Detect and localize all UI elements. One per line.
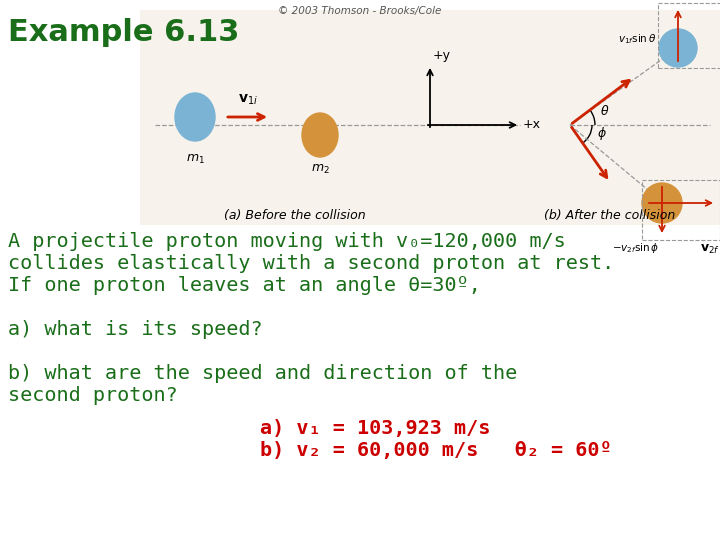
Text: $\theta$: $\theta$ [600,104,609,118]
Text: +y: +y [433,49,451,62]
Text: second proton?: second proton? [8,386,178,405]
Text: Example 6.13: Example 6.13 [8,18,239,47]
Text: $\mathbf{v}_{2f}$: $\mathbf{v}_{2f}$ [700,243,720,256]
Text: $v_{1f}\sin\theta$: $v_{1f}\sin\theta$ [618,32,656,46]
Text: +x: +x [523,118,541,132]
Text: $-v_{2f}\sin\phi$: $-v_{2f}\sin\phi$ [611,241,659,255]
Text: $\phi$: $\phi$ [597,125,607,142]
Text: b) what are the speed and direction of the: b) what are the speed and direction of t… [8,364,517,383]
Ellipse shape [659,29,697,67]
Text: © 2003 Thomson - Brooks/Cole: © 2003 Thomson - Brooks/Cole [279,6,441,16]
Text: $m_2$: $m_2$ [310,163,329,176]
Text: (a) Before the collision: (a) Before the collision [224,209,366,222]
Text: a) v₁ = 103,923 m/s: a) v₁ = 103,923 m/s [260,419,490,438]
Text: $v_{1f}\cos\theta$: $v_{1f}\cos\theta$ [680,0,720,2]
Bar [642,180,720,240]
Text: $m_1$: $m_1$ [186,153,204,166]
Text: If one proton leaves at an angle θ=30º,: If one proton leaves at an angle θ=30º, [8,276,481,295]
Text: a) what is its speed?: a) what is its speed? [8,320,263,339]
Text: b) v₂ = 60,000 m/s   θ₂ = 60º: b) v₂ = 60,000 m/s θ₂ = 60º [260,441,611,460]
Ellipse shape [175,93,215,141]
Text: (b) After the collision: (b) After the collision [544,209,675,222]
Ellipse shape [642,183,682,223]
Text: A projectile proton moving with v₀=120,000 m/s: A projectile proton moving with v₀=120,0… [8,232,566,251]
Bar [658,3,720,68]
Bar [140,10,720,225]
Text: collides elastically with a second proton at rest.: collides elastically with a second proto… [8,254,614,273]
Text: $\mathbf{v}_{1i}$: $\mathbf{v}_{1i}$ [238,92,258,107]
Text: $\mathbf{v}_{1f}$: $\mathbf{v}_{1f}$ [718,0,720,1]
Ellipse shape [302,113,338,157]
